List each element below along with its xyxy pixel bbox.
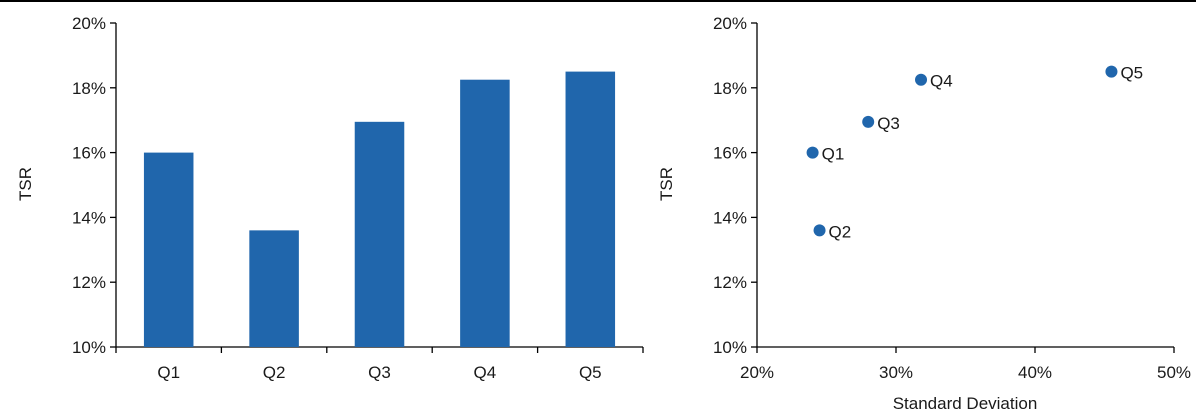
bar-chart-y-tick-label: 12% <box>72 273 106 292</box>
scatter-chart-y-axis-title: TSR <box>657 167 676 201</box>
scatter-point-q4 <box>915 73 928 86</box>
scatter-chart-y-tick-label: 12% <box>713 273 747 292</box>
bar-q2 <box>249 230 299 347</box>
scatter-point-q3 <box>862 115 875 128</box>
scatter-point-label: Q1 <box>822 145 845 164</box>
scatter-chart-points <box>806 65 1118 237</box>
scatter-chart-x-axis-title: Standard Deviation <box>893 394 1038 413</box>
top-rule <box>0 0 1196 2</box>
scatter-point-label: Q5 <box>1120 64 1143 83</box>
bar-q3 <box>354 121 405 347</box>
scatter-chart-y-tick-label: 18% <box>713 79 747 98</box>
scatter-chart-x-tick-label: 50% <box>1157 363 1191 382</box>
bar-q5 <box>565 71 616 347</box>
scatter-chart-x-tick-label: 40% <box>1018 363 1052 382</box>
bar-chart-y-tick-label: 18% <box>72 79 106 98</box>
bar-chart-x-tick-label: Q5 <box>579 363 602 382</box>
scatter-point-q1 <box>806 146 819 159</box>
scatter-chart-y-tick-label: 16% <box>713 144 747 163</box>
scatter-point-q2 <box>813 224 826 237</box>
bar-chart-y-tick-label: 16% <box>72 144 106 163</box>
scatter-chart-y-tick-label: 20% <box>713 14 747 33</box>
bar-chart-x-tick-label: Q2 <box>263 363 286 382</box>
scatter-point-label: Q4 <box>930 72 953 91</box>
scatter-point-label: Q2 <box>829 222 852 241</box>
bar-chart-y-tick-label: 20% <box>72 14 106 33</box>
bar-chart-bars <box>143 71 616 347</box>
scatter-chart-y-tick-label: 10% <box>713 338 747 357</box>
bar-chart-x-tick-label: Q4 <box>474 363 497 382</box>
scatter-chart-y-tick-label: 14% <box>713 208 747 227</box>
scatter-chart-x-tick-label: 30% <box>879 363 913 382</box>
bar-chart-y-tick-label: 14% <box>72 208 106 227</box>
scatter-chart-x-tick-label: 20% <box>740 363 774 382</box>
bar-q4 <box>460 79 510 347</box>
scatter-chart-tick-labels: 10% 12% 14% 16% 18% 20% 20% 30% 40% 50% Q1 Q2 Q3 Q4 Q5 <box>713 14 1191 382</box>
bar-chart-y-axis-title: TSR <box>16 167 35 201</box>
scatter-chart-axes <box>751 22 1175 353</box>
scatter-point-label: Q3 <box>877 114 900 133</box>
bar-chart-tick-labels: 10% 12% 14% 16% 18% 20% Q1 Q2 Q3 Q4 Q5 <box>72 14 602 382</box>
bar-chart-x-tick-label: Q1 <box>157 363 180 382</box>
bar-chart-y-tick-label: 10% <box>72 338 106 357</box>
scatter-point-q5 <box>1105 65 1118 78</box>
bar-q1 <box>143 152 194 347</box>
bar-chart-x-tick-label: Q3 <box>368 363 391 382</box>
